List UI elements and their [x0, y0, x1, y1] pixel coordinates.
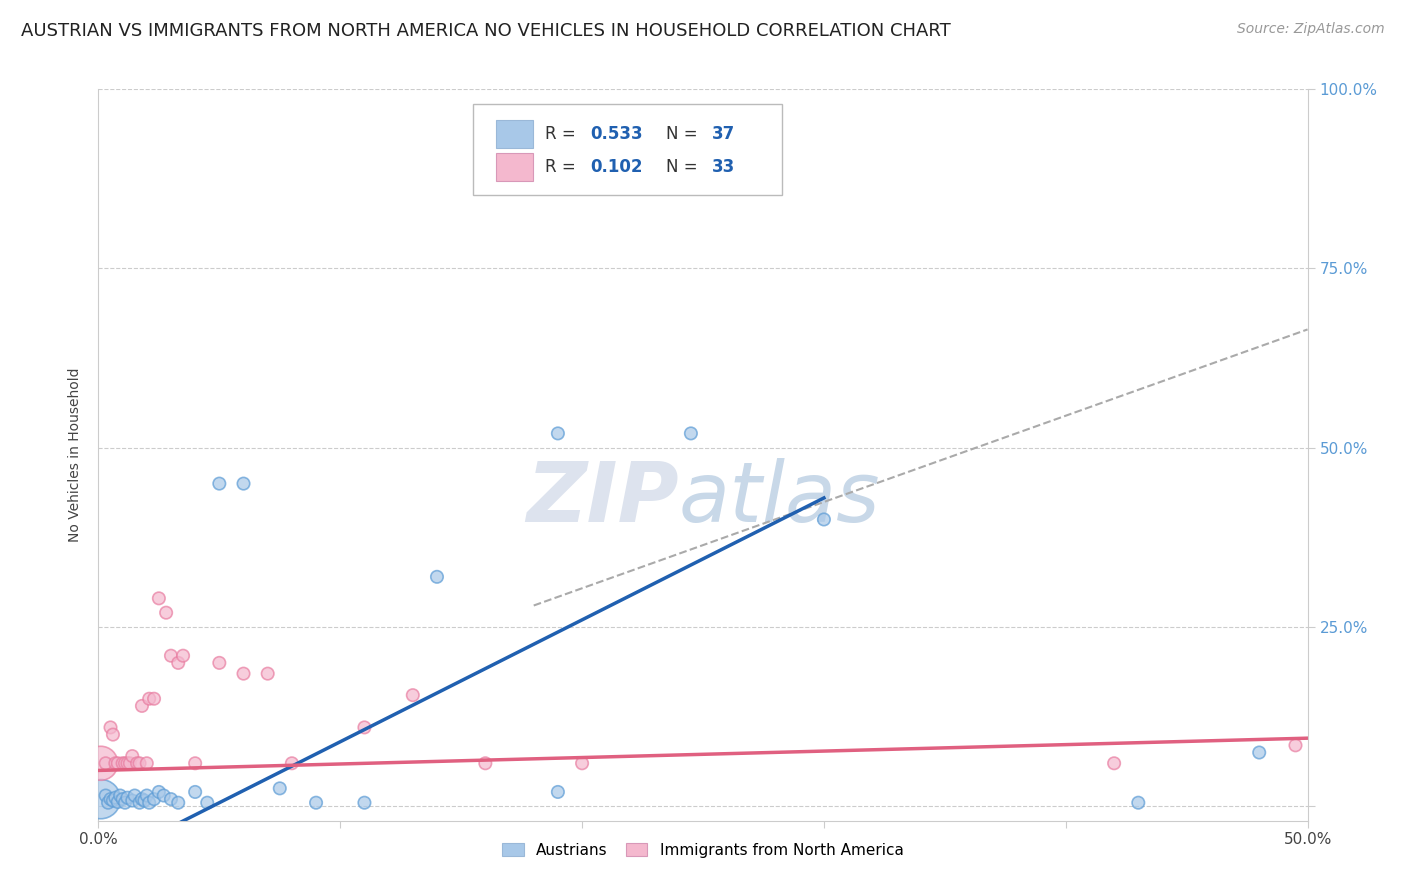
Point: [208, 476, 231, 491]
FancyBboxPatch shape: [496, 153, 533, 180]
Point: [124, 789, 146, 803]
Point: [101, 728, 124, 742]
Point: [131, 792, 153, 806]
Point: [184, 785, 207, 799]
Text: N =: N =: [665, 158, 703, 176]
Text: R =: R =: [544, 125, 581, 143]
Point: [232, 476, 254, 491]
Point: [138, 796, 160, 810]
Point: [90, 756, 112, 771]
Point: [135, 789, 157, 803]
Point: [138, 691, 160, 706]
Point: [134, 793, 156, 807]
Point: [172, 648, 194, 663]
Legend: Austrians, Immigrants from North America: Austrians, Immigrants from North America: [496, 837, 910, 864]
Point: [94, 789, 117, 803]
Point: [195, 796, 218, 810]
Text: 37: 37: [711, 125, 735, 143]
Point: [101, 793, 124, 807]
Point: [152, 789, 174, 803]
Point: [143, 792, 166, 806]
Text: N =: N =: [665, 125, 703, 143]
Point: [97, 796, 120, 810]
FancyBboxPatch shape: [474, 103, 782, 195]
Point: [108, 789, 131, 803]
Text: R =: R =: [544, 158, 581, 176]
Point: [269, 781, 291, 796]
FancyBboxPatch shape: [496, 120, 533, 148]
Point: [208, 656, 231, 670]
Point: [1249, 746, 1271, 760]
Point: [547, 426, 569, 441]
Text: atlas: atlas: [679, 458, 880, 540]
Point: [94, 756, 117, 771]
Point: [107, 795, 129, 809]
Point: [353, 720, 375, 734]
Point: [184, 756, 207, 771]
Point: [131, 698, 153, 713]
Point: [128, 756, 150, 771]
Point: [426, 570, 449, 584]
Point: [167, 796, 190, 810]
Point: [160, 792, 183, 806]
Point: [547, 785, 569, 799]
Point: [114, 796, 136, 810]
Point: [155, 606, 177, 620]
Point: [117, 790, 139, 805]
Text: 0.533: 0.533: [591, 125, 643, 143]
Point: [128, 796, 150, 810]
Point: [114, 756, 136, 771]
Point: [232, 666, 254, 681]
Point: [135, 756, 157, 771]
Point: [1128, 796, 1150, 810]
Point: [111, 756, 134, 771]
Point: [104, 756, 127, 771]
Point: [100, 720, 122, 734]
Point: [117, 756, 139, 771]
Text: ZIP: ZIP: [526, 458, 679, 540]
Point: [107, 756, 129, 771]
Point: [402, 688, 425, 702]
Point: [143, 691, 166, 706]
Text: 0.102: 0.102: [591, 158, 643, 176]
Point: [813, 512, 835, 526]
Point: [148, 591, 170, 606]
Point: [305, 796, 328, 810]
Point: [167, 656, 190, 670]
Point: [1284, 739, 1306, 753]
Point: [104, 790, 127, 805]
Point: [121, 793, 143, 807]
Y-axis label: No Vehicles in Household: No Vehicles in Household: [69, 368, 83, 542]
Point: [100, 792, 122, 806]
Point: [281, 756, 304, 771]
Point: [353, 796, 375, 810]
Point: [679, 426, 702, 441]
Point: [148, 785, 170, 799]
Point: [90, 792, 112, 806]
Point: [571, 756, 593, 771]
Point: [121, 749, 143, 764]
Point: [127, 756, 149, 771]
Point: [118, 756, 141, 771]
Point: [1102, 756, 1125, 771]
Text: 33: 33: [711, 158, 735, 176]
Point: [474, 756, 496, 771]
Point: [160, 648, 183, 663]
Point: [111, 792, 134, 806]
Text: Source: ZipAtlas.com: Source: ZipAtlas.com: [1237, 22, 1385, 37]
Text: AUSTRIAN VS IMMIGRANTS FROM NORTH AMERICA NO VEHICLES IN HOUSEHOLD CORRELATION C: AUSTRIAN VS IMMIGRANTS FROM NORTH AMERIC…: [21, 22, 950, 40]
Point: [256, 666, 278, 681]
